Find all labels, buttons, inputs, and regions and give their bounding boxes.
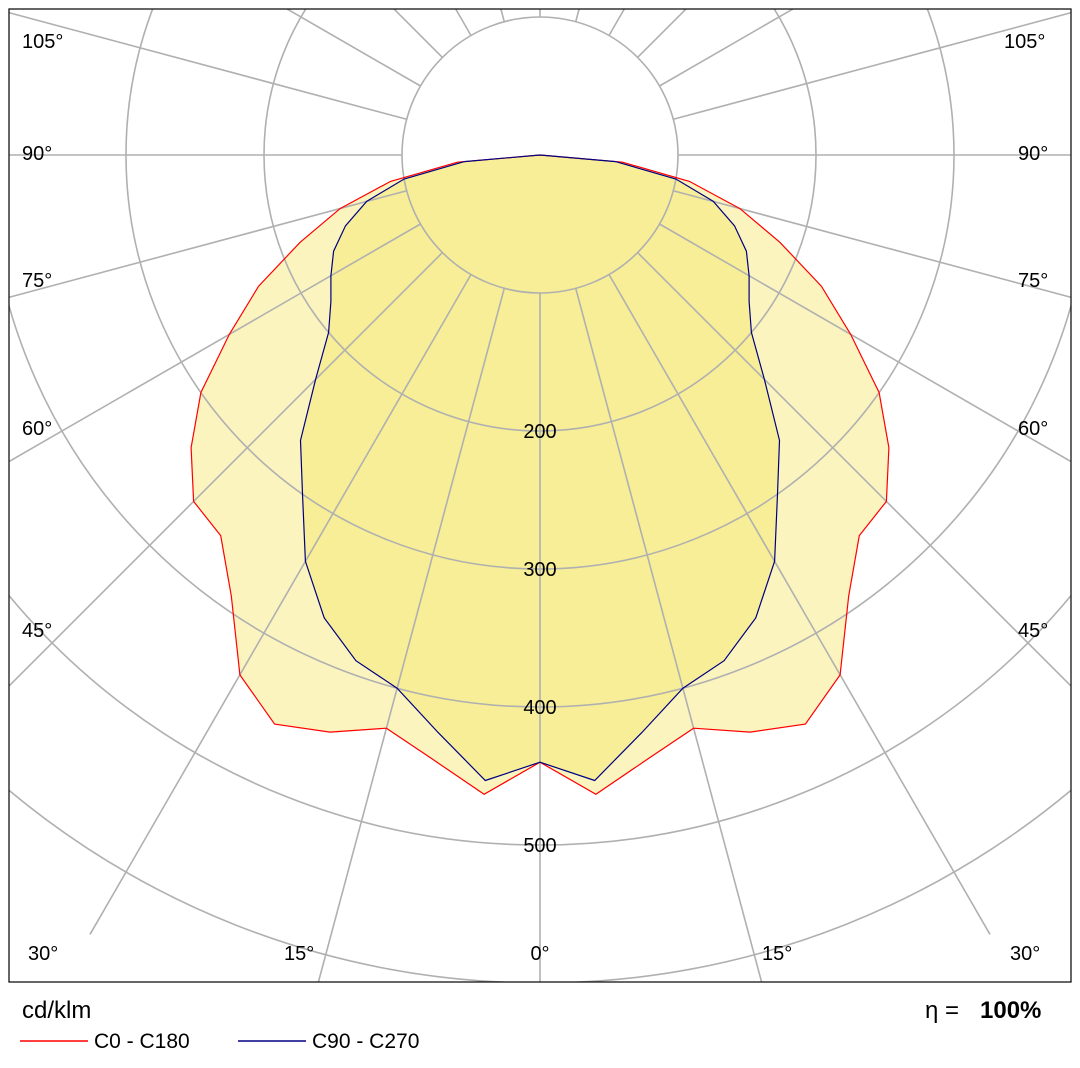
grid-radial-285 bbox=[9, 189, 407, 299]
grid-radial-315 bbox=[9, 252, 443, 688]
angle-label-right-4: 45° bbox=[1018, 620, 1048, 642]
angle-label-center: 0° bbox=[530, 943, 549, 965]
angle-label-left-3: 60° bbox=[22, 418, 52, 440]
angle-label-left-4: 45° bbox=[22, 620, 52, 642]
angle-label-left-0: 105° bbox=[22, 31, 63, 53]
grid-radial-330 bbox=[89, 274, 472, 935]
angle-label-left-2: 75° bbox=[22, 270, 52, 292]
angle-label-left-6: 15° bbox=[284, 943, 314, 965]
grid-radial-45 bbox=[637, 252, 1071, 688]
ring-label-500: 500 bbox=[523, 835, 556, 857]
legend: C0 - C180 C90 - C270 bbox=[20, 1030, 419, 1053]
ring-labels: 200 300 400 500 bbox=[523, 421, 556, 857]
grid-radial-255 bbox=[9, 11, 407, 121]
efficiency-symbol: η = bbox=[925, 997, 959, 1024]
angle-label-right-6: 15° bbox=[762, 943, 792, 965]
angle-label-left-5: 30° bbox=[28, 943, 58, 965]
ring-label-400: 400 bbox=[523, 697, 556, 719]
angle-label-right-1: 90° bbox=[1018, 143, 1048, 165]
angle-label-right-2: 75° bbox=[1018, 270, 1048, 292]
angle-label-right-5: 30° bbox=[1010, 943, 1040, 965]
efficiency-value: 100% bbox=[980, 997, 1041, 1024]
grid-radial-15 bbox=[574, 288, 763, 982]
angle-label-right-3: 60° bbox=[1018, 418, 1048, 440]
legend-label-c90: C90 - C270 bbox=[312, 1030, 419, 1053]
grid-radial-60 bbox=[659, 223, 1071, 463]
grid-radial-240 bbox=[285, 9, 421, 87]
angle-labels: 105° 90° 75° 60° 45° 30° 15° 105° 90° 75° 60° 45° 30… bbox=[22, 31, 1048, 965]
grid-radial-120 bbox=[659, 9, 795, 87]
series-curves bbox=[190, 154, 890, 796]
series-curve-c90-c270 bbox=[299, 154, 781, 782]
grid-radial-105 bbox=[673, 11, 1071, 121]
grid-radial-30 bbox=[608, 274, 991, 935]
angle-label-right-0: 105° bbox=[1004, 31, 1045, 53]
plot-border bbox=[8, 8, 1072, 983]
legend-label-c0: C0 - C180 bbox=[94, 1030, 190, 1053]
grid-radial-75 bbox=[673, 189, 1071, 299]
grid-radial-345 bbox=[317, 288, 506, 982]
grid-radial-300 bbox=[9, 223, 421, 463]
angle-label-left-1: 90° bbox=[22, 143, 52, 165]
ring-label-300: 300 bbox=[523, 559, 556, 581]
unit-label: cd/klm bbox=[22, 997, 91, 1024]
ring-label-200: 200 bbox=[523, 421, 556, 443]
